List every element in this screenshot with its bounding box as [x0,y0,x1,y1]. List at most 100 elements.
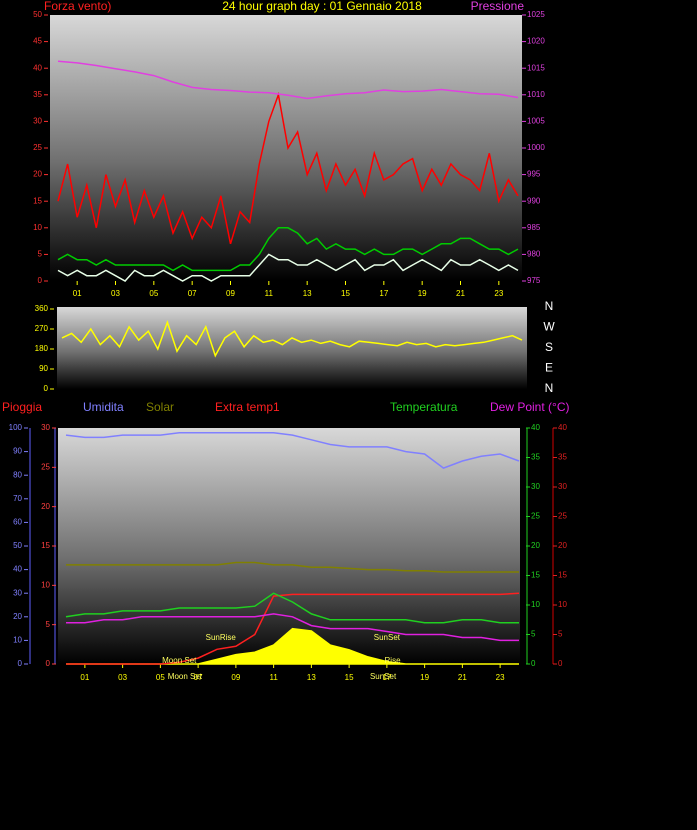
tick-label: 45 [33,37,42,46]
x-tick-label: 01 [73,289,82,298]
legend-entry: Umidita [83,400,124,414]
x-tick-label: 05 [156,673,165,682]
legend-entry: Dew Point (°C) [490,400,569,414]
x-tick-label: 17 [379,289,388,298]
tick-label: 10 [531,600,540,609]
y3-axis-label: Pioggia [2,400,42,414]
series-line [66,592,520,665]
x-tick-label: 01 [80,673,89,682]
annotation: SunSet [370,672,397,681]
tick-label: 30 [558,482,567,491]
tick-label: 990 [527,196,541,205]
tick-label: 25 [41,462,50,471]
plot-area [50,15,522,281]
tick-label: 1020 [527,37,545,46]
annotation: Rise [385,656,402,665]
tick-label: 20 [33,170,42,179]
series-line [57,60,519,100]
tick-label: 80 [13,470,22,479]
tick-label: 25 [558,512,567,521]
tick-label: 60 [13,518,22,527]
x-tick-label: 07 [194,673,203,682]
x-tick-label: 09 [226,289,235,298]
tick-label: 0 [18,659,23,668]
tick-label: 15 [531,571,540,580]
x-tick-label: 15 [345,673,354,682]
x-tick-label: 19 [418,289,427,298]
x-tick-label: 17 [382,673,391,682]
x-tick-label: 05 [149,289,158,298]
tick-label: 90 [13,447,22,456]
series-line [65,431,520,469]
compass-label: N [545,381,554,395]
x-tick-label: 15 [341,289,350,298]
tick-label: 1010 [527,90,545,99]
tick-label: 15 [558,571,567,580]
x-tick-label: 23 [496,673,505,682]
x-tick-label: 11 [265,289,274,298]
plot-area [58,428,520,664]
series-line [61,320,523,358]
tick-label: 90 [39,364,48,373]
legend-entry: Temperatura [390,400,458,414]
x-tick-label: 13 [303,289,312,298]
tick-label: 15 [33,196,42,205]
tick-label: 100 [9,423,23,432]
compass-label: N [545,299,554,313]
y2-axis-label: Pressione [471,0,525,13]
compass-label: W [543,320,555,334]
tick-label: 0 [46,659,51,668]
series-line [57,91,519,245]
series-line [65,592,519,624]
x-tick-label: 23 [494,289,503,298]
annotation: SunSet [374,633,401,642]
tick-label: 30 [13,588,22,597]
tick-label: 180 [35,344,49,353]
tick-label: 30 [33,117,42,126]
tick-label: 1025 [527,10,545,19]
tick-label: 30 [531,482,540,491]
tick-label: 40 [13,565,22,574]
series-line [66,561,519,573]
tick-label: 980 [527,250,541,259]
tick-label: 10 [33,223,42,232]
x-tick-label: 13 [307,673,316,682]
tick-label: 20 [13,612,22,621]
tick-label: 1000 [527,143,545,152]
tick-label: 40 [558,423,567,432]
tick-label: 5 [531,630,536,639]
x-tick-label: 21 [456,289,465,298]
compass-label: S [545,340,553,354]
tick-label: 15 [41,541,50,550]
x-tick-label: 09 [231,673,240,682]
tick-label: 70 [13,494,22,503]
tick-label: 360 [35,304,49,313]
tick-label: 10 [13,636,22,645]
tick-label: 35 [531,453,540,462]
tick-label: 985 [527,223,541,232]
tick-label: 1005 [527,117,545,126]
tick-label: 25 [33,143,42,152]
tick-label: 50 [13,541,22,550]
tick-label: 10 [558,600,567,609]
tick-label: 40 [33,63,42,72]
tick-label: 20 [558,541,567,550]
tick-label: 5 [558,630,563,639]
x-tick-label: 11 [269,673,278,682]
x-tick-label: 03 [118,673,127,682]
x-tick-label: 03 [111,289,120,298]
series-line [66,613,519,642]
series-line [57,227,519,272]
x-tick-label: 19 [420,673,429,682]
y-axis-label: Forza vento) [44,0,111,13]
tick-label: 975 [527,276,541,285]
x-tick-label: 21 [458,673,467,682]
tick-label: 5 [38,250,43,259]
tick-label: 25 [531,512,540,521]
tick-label: 35 [558,453,567,462]
tick-label: 20 [531,541,540,550]
x-tick-label: 07 [188,289,197,298]
tick-label: 0 [38,276,43,285]
